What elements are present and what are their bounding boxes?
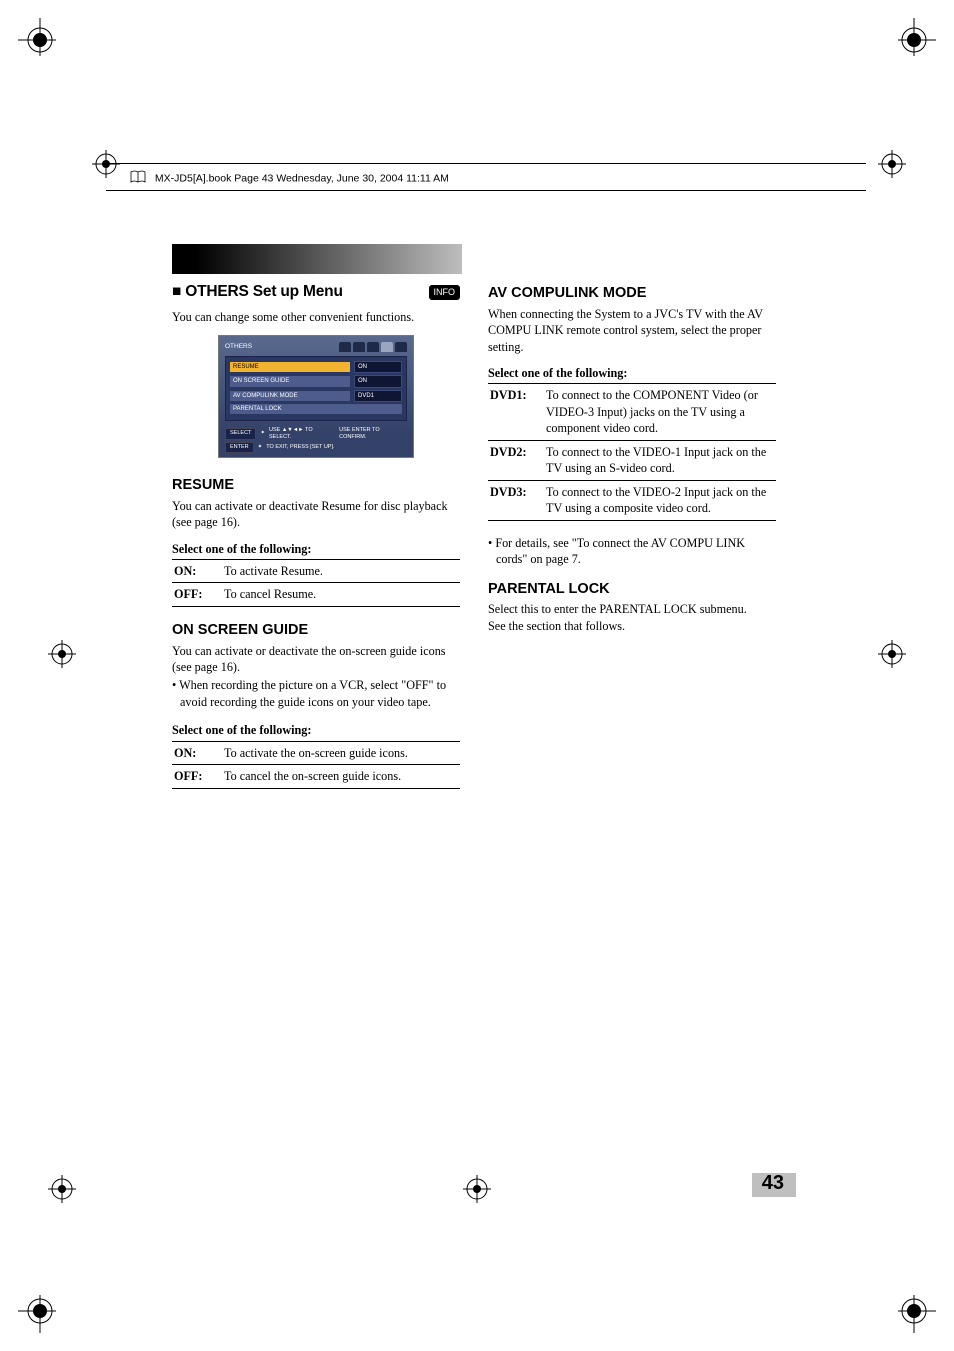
osg-select-label: Select one of the following: <box>172 722 460 738</box>
osd-preview: OTHERS RESUMEON ON SCREEN GUIDEON AV COM… <box>218 335 414 458</box>
others-setup-title: ■ OTHERS Set up Menu <box>172 282 343 303</box>
registration-mark-icon <box>878 640 906 668</box>
osg-body: You can activate or deactivate the on-sc… <box>172 643 460 676</box>
osg-table: ON: To activate the on-screen guide icon… <box>172 741 460 789</box>
parental-body2: See the section that follows. <box>488 618 776 634</box>
others-intro: You can change some other convenient fun… <box>172 309 460 325</box>
table-row: DVD2: To connect to the VIDEO-1 Input ja… <box>488 441 776 481</box>
osg-heading: ON SCREEN GUIDE <box>172 621 460 641</box>
header-rule <box>106 163 866 164</box>
info-badge: INFO <box>429 285 461 299</box>
book-header-text: MX-JD5[A].book Page 43 Wednesday, June 3… <box>155 172 449 184</box>
osd-tab-icons <box>339 342 407 352</box>
table-row: DVD3: To connect to the VIDEO-2 Input ja… <box>488 481 776 520</box>
av-body: When connecting the System to a JVC's TV… <box>488 306 776 355</box>
table-row: ON: To activate Resume. <box>172 560 460 583</box>
left-column: ■ OTHERS Set up Menu INFO You can change… <box>172 282 460 803</box>
osd-title: OTHERS <box>225 343 252 352</box>
parental-heading: PARENTAL LOCK <box>488 580 776 600</box>
table-row: ON: To activate the on-screen guide icon… <box>172 742 460 765</box>
resume-body: You can activate or deactivate Resume fo… <box>172 498 460 531</box>
crop-mark-icon <box>898 1295 936 1333</box>
osd-footer: SELECT ✦ USE ▲▼◄► TO SELECT. USE ENTER T… <box>225 427 407 442</box>
av-note: • For details, see "To connect the AV CO… <box>488 535 776 568</box>
registration-mark-icon <box>92 150 120 178</box>
av-select-label: Select one of the following: <box>488 365 776 381</box>
resume-heading: RESUME <box>172 476 460 496</box>
registration-mark-icon <box>878 150 906 178</box>
table-row: DVD1: To connect to the COMPONENT Video … <box>488 384 776 440</box>
book-icon <box>130 170 146 187</box>
table-row: OFF: To cancel the on-screen guide icons… <box>172 765 460 787</box>
av-heading: AV COMPULINK MODE <box>488 284 776 304</box>
section-gradient-bar <box>172 244 462 274</box>
osd-panel: RESUMEON ON SCREEN GUIDEON AV COMPULINK … <box>225 356 407 420</box>
page-number: 43 <box>762 1172 784 1195</box>
resume-table: ON: To activate Resume. OFF: To cancel R… <box>172 559 460 607</box>
crop-mark-icon <box>18 18 56 56</box>
crop-mark-icon <box>18 1295 56 1333</box>
right-column: AV COMPULINK MODE When connecting the Sy… <box>488 282 776 803</box>
registration-mark-icon <box>48 1175 76 1203</box>
header-rule <box>106 190 866 191</box>
book-header: MX-JD5[A].book Page 43 Wednesday, June 3… <box>130 170 449 187</box>
registration-mark-icon <box>463 1175 491 1203</box>
table-row: OFF: To cancel Resume. <box>172 583 460 605</box>
osg-note: • When recording the picture on a VCR, s… <box>172 677 460 710</box>
av-table: DVD1: To connect to the COMPONENT Video … <box>488 383 776 520</box>
crop-mark-icon <box>898 18 936 56</box>
resume-select-label: Select one of the following: <box>172 541 460 557</box>
registration-mark-icon <box>48 640 76 668</box>
parental-body1: Select this to enter the PARENTAL LOCK s… <box>488 601 776 617</box>
